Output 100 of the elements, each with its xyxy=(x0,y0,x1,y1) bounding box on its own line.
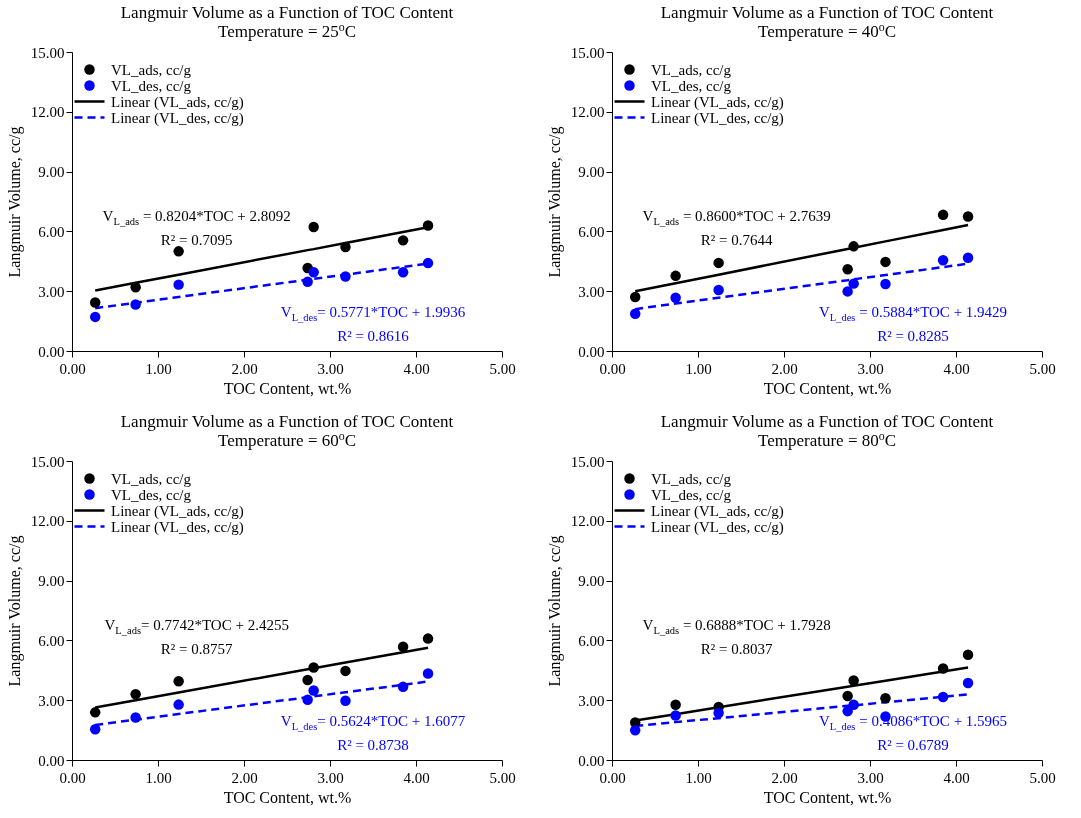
y-tick-label: 9.00 xyxy=(578,164,605,181)
x-tick-label: 3.00 xyxy=(317,360,344,377)
chart-title: Langmuir Volume as a Function of TOC Content xyxy=(120,412,454,431)
x-tick-label: 5.00 xyxy=(489,769,516,786)
legend-label: VL_des, cc/g xyxy=(111,77,192,94)
y-tick-label: 3.00 xyxy=(38,283,65,300)
x-tick-label: 5.00 xyxy=(1029,769,1056,786)
point xyxy=(842,705,853,717)
legend-label: Linear (VL_des, cc/g) xyxy=(111,518,244,536)
point xyxy=(302,276,313,288)
point xyxy=(937,691,949,703)
y-tick-label: 12.00 xyxy=(570,513,605,530)
point xyxy=(173,279,184,290)
point xyxy=(308,685,319,696)
legend-label: Linear (VL_ads, cc/g) xyxy=(111,93,244,111)
point xyxy=(397,641,409,653)
point xyxy=(340,665,351,677)
annotation: R² = 0.8285 xyxy=(877,328,949,345)
point xyxy=(422,220,434,231)
x-tick-label: 1.00 xyxy=(145,769,172,786)
point xyxy=(713,707,724,719)
point xyxy=(397,235,409,246)
x-tick-label: 1.00 xyxy=(145,360,172,377)
point xyxy=(89,707,101,718)
x-tick-label: 5.00 xyxy=(1029,360,1056,377)
legend-label: Linear (VL_des, cc/g) xyxy=(651,109,784,127)
point xyxy=(848,699,859,711)
chart-subtitle: Temperature = 60$^{o}$C xyxy=(217,429,357,450)
x-tick-label: 2.00 xyxy=(771,769,798,786)
point xyxy=(962,252,974,263)
point xyxy=(340,241,351,253)
point xyxy=(670,699,681,711)
x-tick-label: 4.00 xyxy=(943,360,970,377)
y-tick-label: 9.00 xyxy=(38,164,65,181)
y-tick-label: 6.00 xyxy=(38,632,65,649)
x-tick-label: 1.00 xyxy=(685,769,712,786)
annotation: V$_{L_des}$ = 0.4086*TOC + 1.5965 xyxy=(818,713,1008,733)
x-tick-label: 2.00 xyxy=(231,360,258,377)
point xyxy=(422,257,434,269)
point xyxy=(842,690,853,702)
point xyxy=(173,676,184,687)
point xyxy=(880,692,891,704)
point xyxy=(89,311,101,323)
x-axis-title: TOC Content, wt.% xyxy=(223,379,352,397)
y-axis-title: Langmuir Volume, cc/g xyxy=(545,535,564,687)
point xyxy=(302,674,313,686)
x-tick-label: 5.00 xyxy=(489,360,516,377)
point xyxy=(173,699,184,710)
x-tick-label: 4.00 xyxy=(943,769,970,786)
point xyxy=(937,663,949,674)
x-tick-label: 2.00 xyxy=(771,360,798,377)
y-tick-label: 15.00 xyxy=(30,453,65,470)
y-tick-label: 12.00 xyxy=(30,104,65,121)
point xyxy=(670,292,681,304)
x-tick-label: 0.00 xyxy=(59,360,86,377)
legend-label: VL_des, cc/g xyxy=(651,77,732,94)
annotation: R² = 0.7644 xyxy=(700,232,774,249)
chart-title: Langmuir Volume as a Function of TOC Content xyxy=(660,412,994,431)
annotation: V$_{L_des}$ = 0.5884*TOC + 1.9429 xyxy=(818,304,1008,324)
point xyxy=(962,211,974,222)
y-tick-label: 3.00 xyxy=(578,692,605,709)
x-tick-label: 0.00 xyxy=(59,769,86,786)
y-tick-label: 12.00 xyxy=(30,513,65,530)
point xyxy=(130,712,141,723)
point xyxy=(937,209,949,221)
point xyxy=(713,284,724,296)
legend-label: Linear (VL_ads, cc/g) xyxy=(651,93,784,111)
x-tick-label: 3.00 xyxy=(317,769,344,786)
legend-label: VL_des, cc/g xyxy=(111,486,192,503)
point xyxy=(670,270,681,282)
chart-subtitle: Temperature = 40$^{o}$C xyxy=(757,20,897,41)
point xyxy=(130,299,141,310)
point xyxy=(308,267,319,278)
point xyxy=(89,724,101,735)
point xyxy=(340,695,351,707)
x-tick-label: 4.00 xyxy=(403,360,430,377)
annotation: V$_{L_des}$= 0.5624*TOC + 1.6077 xyxy=(280,713,466,733)
x-axis-title: TOC Content, wt.% xyxy=(223,788,352,806)
chart-title: Langmuir Volume as a Function of TOC Content xyxy=(660,3,994,22)
point xyxy=(302,694,313,706)
x-tick-label: 0.00 xyxy=(599,769,626,786)
point xyxy=(880,278,891,290)
point xyxy=(308,221,319,233)
x-axis-title: TOC Content, wt.% xyxy=(763,379,892,397)
annotation: R² = 0.8616 xyxy=(337,328,410,345)
annotation: R² = 0.8037 xyxy=(700,641,774,658)
point xyxy=(340,271,351,282)
point xyxy=(397,267,409,278)
point xyxy=(422,668,434,679)
y-tick-label: 9.00 xyxy=(578,573,605,590)
legend-label: Linear (VL_des, cc/g) xyxy=(111,109,244,127)
x-tick-label: 2.00 xyxy=(231,769,258,786)
x-tick-label: 3.00 xyxy=(857,769,884,786)
x-tick-label: 0.00 xyxy=(599,360,626,377)
point xyxy=(848,278,859,289)
chart-subtitle: Temperature = 80$^{o}$C xyxy=(757,429,897,450)
point xyxy=(308,662,319,673)
point xyxy=(629,725,641,736)
legend-label: VL_ads, cc/g xyxy=(651,470,732,487)
y-axis-title: Langmuir Volume, cc/g xyxy=(545,126,564,278)
